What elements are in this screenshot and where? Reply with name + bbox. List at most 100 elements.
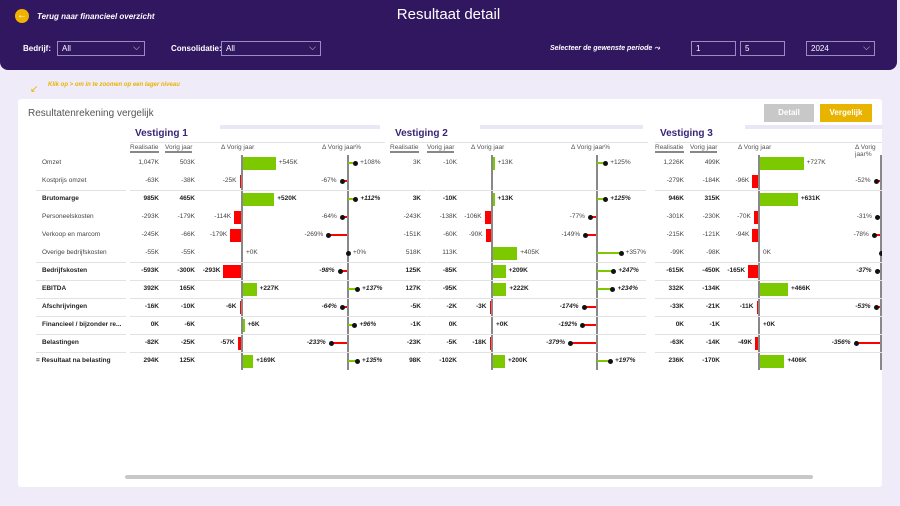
pct-label: +135% [361,357,383,364]
delta-label: +222K [509,285,529,292]
pct-label: -78% [853,231,869,238]
delta-label: +631K [800,195,821,202]
periode-to-input[interactable]: 5 [740,41,785,56]
realisatie-value: -55K [145,249,159,256]
row-separator [390,334,426,335]
delta-label: -106K [464,213,482,220]
vorig-jaar-value: -102K [439,357,457,364]
row-separator [690,316,726,317]
row-separator [390,262,426,263]
row-separator [427,316,463,317]
delta-bar [230,229,241,242]
vorig-jaar-value: -300K [177,267,195,274]
col-header-delta: Δ Vorig jaar [738,144,772,151]
delta-bar [493,247,518,260]
realisatie-value: -245K [141,231,159,238]
row-separator [690,334,726,335]
back-button[interactable]: ← Terug naar financieel overzicht [15,9,155,23]
year-select[interactable]: 2024 ⌵ [806,41,875,56]
pct-label: +234% [617,285,638,292]
pct-dot [853,341,859,346]
pct-stem [348,288,358,290]
delta-label: -11K [739,303,754,310]
delta-label: -18K [472,339,487,346]
realisatie-value: 985K [143,195,159,202]
vorig-jaar-value: -10K [442,195,457,202]
delta-label: +406K [787,357,807,364]
realisatie-value: 0K [675,321,684,328]
vorig-jaar-value: -1K [709,321,720,328]
realisatie-value: 127K [405,285,421,292]
row-label: Bedrijfskosten [42,267,88,274]
delta-label: +200K [508,357,528,364]
row-separator [427,334,463,335]
row-separator [36,352,126,353]
row-separator [427,190,463,191]
row-separator [427,280,463,281]
row-separator [247,262,397,263]
chevron-down-icon: ⌵ [863,42,870,52]
row-separator [130,262,166,263]
row-separator [780,298,882,299]
row-separator [496,334,646,335]
delta-label: -114K [214,213,232,220]
vergelijk-button[interactable]: Vergelijk [820,104,872,122]
realisatie-value: -5K [410,303,421,310]
section-band [745,125,882,129]
pct-label: +108% [360,159,381,166]
row-separator [247,190,397,191]
row-separator [36,334,126,335]
pct-dot [353,197,359,202]
page-title: Resultaat detail [396,6,501,23]
row-separator [655,280,691,281]
consolidatie-select[interactable]: All ⌵ [221,41,321,56]
delta-label: +0K [246,249,258,256]
bedrijf-select[interactable]: All ⌵ [57,41,145,56]
delta-bar [493,355,505,368]
row-label: Afschrijvingen [42,303,88,310]
row-separator [390,352,426,353]
delta-label: +545K [278,159,298,166]
realisatie-value: 125K [405,267,421,274]
row-separator [165,262,201,263]
pct-stem [331,342,347,344]
pct-label: +112% [360,195,381,202]
realisatie-value: 518K [405,249,421,256]
col-header-delta: Δ Vorig jaar [471,144,505,151]
vorig-jaar-value: -98K [706,249,720,256]
periode-from-input[interactable]: 1 [691,41,736,56]
delta-label: -70K [737,213,751,220]
curved-arrow-icon: ⤳ [654,45,660,52]
pct-label: +137% [362,285,383,292]
delta-bar [752,229,758,242]
row-separator [130,298,166,299]
realisatie-value: -23K [406,339,421,346]
col-header-delta-pct: Δ Vorig jaar% [855,144,876,158]
vorig-jaar-value: -184K [702,177,720,184]
delta-bar [223,265,241,278]
pct-dot [610,287,616,292]
delta-bar [489,301,491,314]
row-label: Omzet [42,159,62,166]
delta-label: -90K [468,231,483,238]
row-separator [780,190,882,191]
detail-button[interactable]: Detail [764,104,814,122]
row-separator [716,262,816,263]
delta-label: -3K [476,303,487,310]
delta-bar [234,211,241,224]
row-separator [716,298,816,299]
row-separator [247,352,397,353]
delta-label: -165K [727,267,746,274]
horizontal-scrollbar[interactable] [125,475,813,479]
pct-stem [329,234,347,236]
row-separator [690,262,726,263]
vorig-jaar-value: 499K [704,159,720,166]
delta-bar [760,157,804,170]
pct-dot [581,305,587,310]
pct-dot [603,161,609,166]
pct-dot [567,341,573,346]
row-separator [655,262,691,263]
delta-bar [484,211,491,224]
delta-bar [756,301,758,314]
col-header-delta-pct: Δ Vorig jaar% [571,144,611,151]
